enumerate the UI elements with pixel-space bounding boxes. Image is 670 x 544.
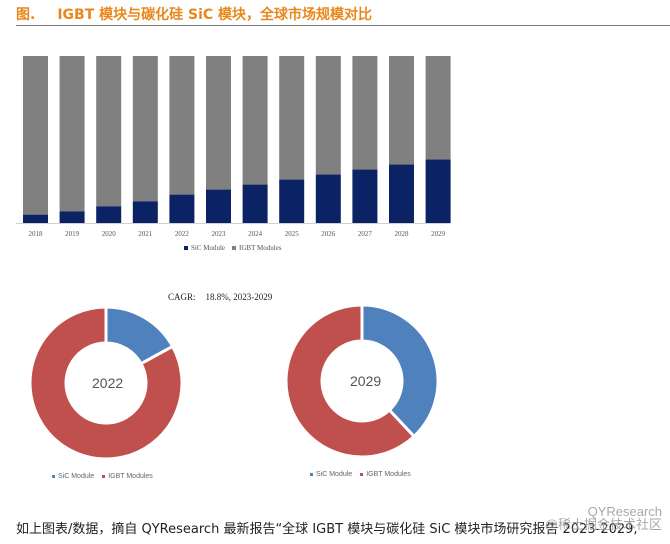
svg-text:2027: 2027 xyxy=(358,230,373,238)
svg-text:2028: 2028 xyxy=(395,230,410,238)
cagr-title: CAGR: xyxy=(168,292,196,302)
watermark: QYResearch @稀土掘金技术社区 xyxy=(545,505,662,531)
donut-center-label-2029: 2029 xyxy=(350,373,382,389)
donut-chart-2022 xyxy=(28,305,184,461)
watermark-community: @稀土掘金技术社区 xyxy=(544,517,662,532)
figure-label: 图. xyxy=(16,7,36,23)
svg-text:2020: 2020 xyxy=(102,230,117,238)
figure-title: 图. IGBT 模块与碳化硅 SiC 模块，全球市场规模对比 xyxy=(16,4,372,24)
svg-text:2022: 2022 xyxy=(175,230,190,238)
donut-legend-2029: SiC Module IGBT Modules xyxy=(310,471,419,478)
donut-legend-2022: SiC Module IGBT Modules xyxy=(52,473,161,480)
title-divider xyxy=(16,25,670,26)
legend-swatch-sic xyxy=(184,246,188,251)
source-note: 如上图表/数据，摘自 QYResearch 最新报告“全球 IGBT 模块与碳化… xyxy=(16,522,638,537)
donut-center-label-2022: 2022 xyxy=(92,375,124,391)
svg-text:2026: 2026 xyxy=(321,230,336,238)
svg-text:2025: 2025 xyxy=(285,230,300,238)
svg-text:2018: 2018 xyxy=(29,230,44,238)
watermark-brand: QYResearch xyxy=(587,504,662,519)
svg-text:2019: 2019 xyxy=(65,230,80,238)
legend-swatch-igbt xyxy=(232,246,237,251)
legend-label-sic: SiC Module xyxy=(191,244,226,252)
donut-chart-2029 xyxy=(284,303,440,459)
stacked-bar-chart: 2018 2019 2020 2021 2022 2023 2024 2025 2026 2027… xyxy=(16,56,451,238)
figure-title-text: IGBT 模块与碳化硅 SiC 模块，全球市场规模对比 xyxy=(57,7,373,23)
svg-text:2021: 2021 xyxy=(138,230,153,238)
svg-text:2029: 2029 xyxy=(431,230,446,238)
bar-chart-legend: SiC Module IGBT Modules xyxy=(184,244,282,252)
cagr-label: CAGR: 18.8%, 2023-2029 xyxy=(168,292,272,302)
legend-label-igbt: IGBT Modules xyxy=(239,244,282,252)
svg-text:2024: 2024 xyxy=(248,230,263,238)
cagr-value: 18.8%, 2023-2029 xyxy=(205,292,273,302)
svg-text:2023: 2023 xyxy=(212,230,227,238)
